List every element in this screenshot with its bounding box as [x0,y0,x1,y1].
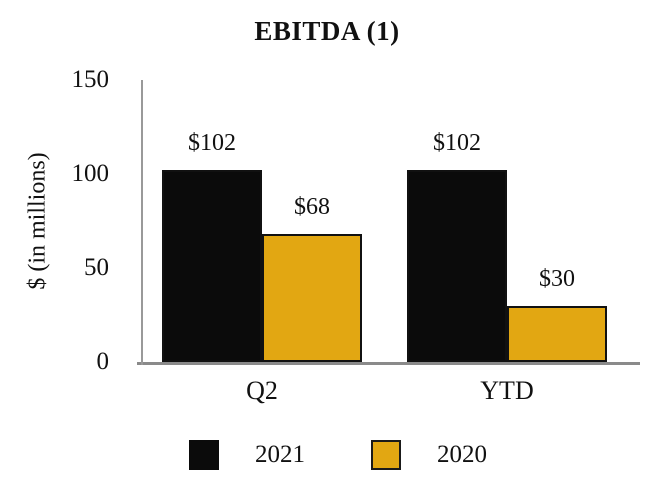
y-tick-label: 50 [84,254,109,281]
bar-value-label: $68 [294,194,330,220]
x-category-label-ytd: YTD [480,376,534,405]
bar-value-label: $30 [539,266,575,292]
y-tick-label: 150 [71,66,110,93]
legend-item-2020: 2020 [371,440,487,470]
y-axis-line [141,80,143,365]
bar-value-label: $102 [433,130,481,156]
legend-swatch-2021 [189,440,219,470]
legend-label-2021: 2021 [255,441,305,468]
bar-value-label: $102 [188,130,236,156]
x-axis-line [137,362,640,365]
chart-title: EBITDA (1) [254,16,400,46]
plot-area: 0 50 100 150 $102 $68 Q2 $102 $30 YTD [72,66,640,405]
bar-ytd-2021 [407,170,507,362]
legend: 2021 2020 [189,440,487,470]
legend-swatch-2020 [371,440,401,470]
legend-label-2020: 2020 [437,441,487,468]
x-category-label-q2: Q2 [246,376,278,405]
bar-q2-2020 [262,234,362,362]
y-tick-label: 0 [96,348,110,375]
bar-q2-2021 [162,170,262,362]
legend-item-2021: 2021 [189,440,305,470]
bar-ytd-2020 [507,306,607,362]
y-tick-label: 100 [71,160,110,187]
